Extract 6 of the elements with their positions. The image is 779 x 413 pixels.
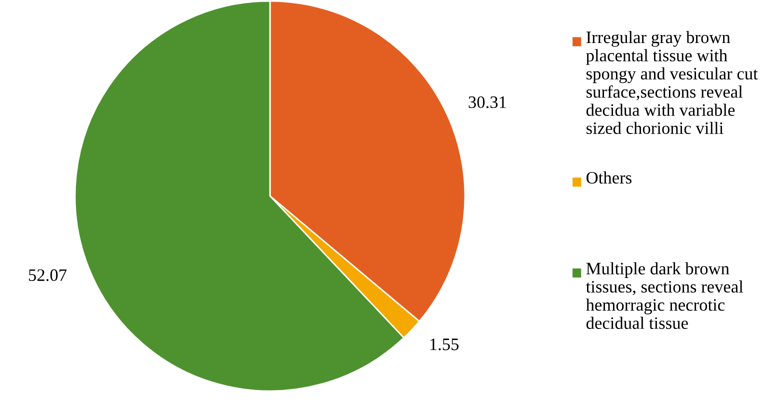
data-label: 1.55 [430, 338, 459, 350]
legend-label: Irregular gray brown placental tissue with spongy and vesicular cut surface,sections reveal decidua with variable sized chorionic villi [586, 30, 758, 134]
legend-label: Others [586, 171, 632, 184]
data-label: 52.07 [28, 269, 67, 282]
data-label: 30.31 [468, 96, 506, 108]
legend-label: Multiple dark brown tissues, sections reveal hemorragic necrotic decidual tissue [586, 262, 744, 329]
